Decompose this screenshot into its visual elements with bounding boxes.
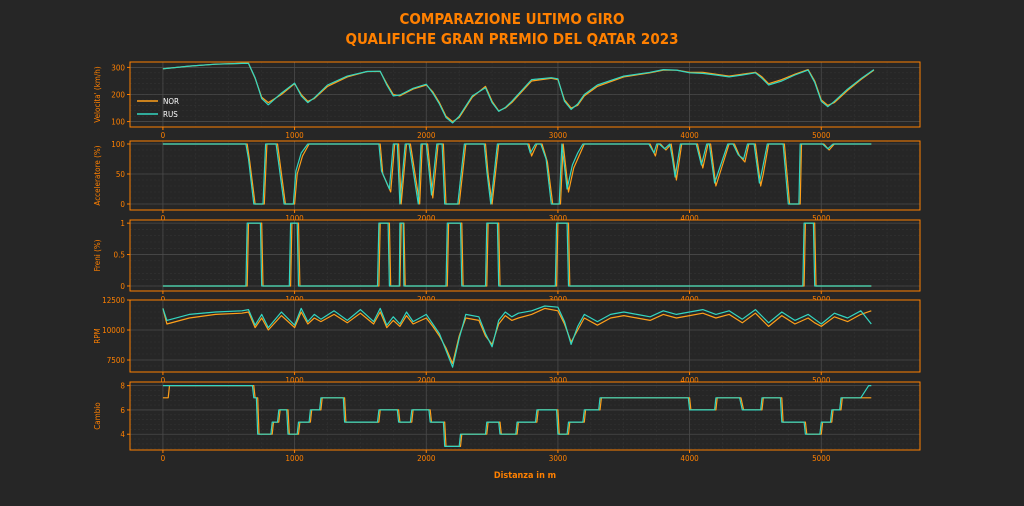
x-axis-label: Distanza in m [494, 471, 556, 481]
y-tick-label: 0 [120, 200, 125, 209]
y-axis-label: Acceleratore (%) [93, 145, 102, 205]
y-tick-label: 7500 [107, 356, 126, 365]
x-tick-label: 2000 [417, 214, 436, 223]
y-axis-label: Freni (%) [93, 239, 102, 271]
x-tick-label: 0 [161, 131, 166, 140]
x-tick-label: 3000 [549, 454, 568, 463]
x-tick-label: 4000 [680, 376, 699, 385]
x-tick-label: 3000 [549, 214, 568, 223]
x-tick-label: 5000 [812, 214, 831, 223]
y-tick-label: 50 [116, 170, 126, 179]
y-axis-label: Cambio [93, 402, 102, 430]
panel-frame [129, 299, 921, 373]
panel-frame [129, 381, 921, 451]
y-tick-label: 200 [111, 91, 125, 100]
x-tick-label: 3000 [549, 376, 568, 385]
legend: NOR RUS [137, 97, 179, 119]
y-tick-label: 100 [111, 118, 125, 127]
y-tick-label: 4 [120, 430, 125, 439]
y-tick-label: 1 [120, 219, 125, 228]
legend-label-nor: NOR [163, 97, 179, 106]
chart-title-line-1: COMPARAZIONE ULTIMO GIRO [400, 10, 625, 28]
panel-frame [129, 219, 921, 292]
x-tick-label: 4000 [680, 131, 699, 140]
y-tick-label: 8 [120, 382, 125, 391]
x-tick-label: 1000 [285, 454, 304, 463]
chart-title-line-2: QUALIFICHE GRAN PREMIO DEL QATAR 2023 [346, 30, 679, 48]
series-line-nor [162, 385, 872, 447]
y-tick-label: 100 [111, 140, 125, 149]
x-tick-label: 1000 [285, 214, 304, 223]
x-tick-label: 2000 [417, 376, 436, 385]
x-tick-label: 0 [161, 376, 166, 385]
x-tick-label: 5000 [812, 131, 831, 140]
panel-4: 0 1000 2000 3000 4000 5000 4 6 8 Cambio [93, 381, 921, 463]
series-line-rus [162, 385, 872, 447]
y-axis-label: RPM [93, 328, 102, 344]
x-tick-label: 0 [161, 454, 166, 463]
x-tick-label: 1000 [285, 131, 304, 140]
panel-0: 0 1000 2000 3000 4000 5000 100 200 300 Velocita' … [93, 61, 921, 140]
y-axis-label: Velocita' (km/h) [93, 66, 102, 123]
x-tick-label: 4000 [680, 454, 699, 463]
x-tick-label: 4000 [680, 214, 699, 223]
x-tick-label: 2000 [417, 131, 436, 140]
panels: 0 1000 2000 3000 4000 5000100200300Velocita' … [93, 61, 921, 463]
series-line-rus [162, 222, 872, 287]
y-tick-label: 300 [111, 63, 125, 72]
series-line-rus [162, 62, 875, 124]
legend-label-rus: RUS [163, 110, 178, 119]
panel-3: 0 1000 2000 3000 4000 5000 7500 10000 12500 RPM [93, 296, 921, 385]
panel-frame [129, 140, 921, 211]
panel-1: 0 1000 2000 3000 4000 5000 0 50 100 Acceleratore … [93, 140, 921, 223]
series-line-rus [162, 143, 872, 205]
x-tick-label: 5000 [812, 454, 831, 463]
x-tick-label: 1000 [285, 376, 304, 385]
y-tick-label: 10000 [102, 326, 125, 335]
x-tick-label: 0 [161, 214, 166, 223]
y-tick-label: 6 [120, 406, 125, 415]
panel-frame [129, 61, 921, 128]
series-line-rus [162, 305, 872, 368]
x-tick-label: 2000 [417, 454, 436, 463]
y-tick-label: 12500 [102, 296, 125, 305]
x-tick-label: 3000 [549, 131, 568, 140]
y-tick-label: 0.5 [114, 251, 125, 260]
x-tick-label: 5000 [812, 376, 831, 385]
y-tick-label: 0 [120, 282, 125, 291]
